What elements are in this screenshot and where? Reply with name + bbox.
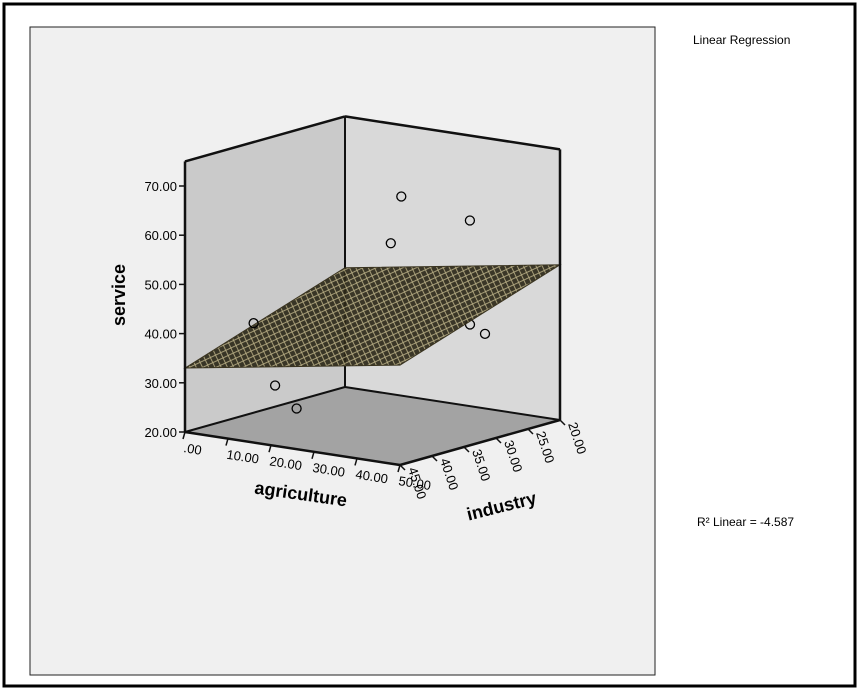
z-tick-label: 20.00 bbox=[144, 425, 177, 440]
data-point bbox=[396, 191, 407, 202]
z-tick-label: 40.00 bbox=[144, 327, 177, 342]
data-point bbox=[269, 380, 281, 391]
z-tick-label: 50.00 bbox=[144, 277, 177, 292]
box-edge bbox=[344, 386, 561, 421]
z-tick-label: 70.00 bbox=[144, 179, 177, 194]
box-edge bbox=[184, 386, 346, 433]
scene: 20.00 30.00 40.00 50.00 60.00 70.00 .00 10.00 20… bbox=[109, 115, 589, 524]
x-tick-label: 10.00 bbox=[226, 447, 260, 467]
x-tick bbox=[225, 438, 229, 446]
data-point bbox=[464, 215, 476, 226]
box-edge bbox=[399, 418, 561, 467]
fit-label: R² Linear = -4.587 bbox=[697, 515, 794, 529]
y-tick bbox=[559, 419, 566, 426]
box-edge bbox=[184, 430, 401, 467]
z-tick-label: 60.00 bbox=[144, 228, 177, 243]
x-tick bbox=[397, 464, 401, 473]
x-tick-label: 20.00 bbox=[269, 453, 303, 473]
y-tick bbox=[527, 428, 534, 435]
y-tick bbox=[463, 446, 470, 453]
legend-title: Linear Regression bbox=[693, 33, 790, 47]
x-tick-label: 40.00 bbox=[355, 467, 389, 487]
data-point bbox=[248, 318, 259, 329]
data-point bbox=[385, 238, 396, 249]
x-tick bbox=[311, 451, 315, 460]
z-axis-title: service bbox=[109, 264, 129, 326]
z-tick-label: 30.00 bbox=[144, 376, 177, 391]
data-point bbox=[479, 328, 491, 339]
x-tick bbox=[354, 458, 358, 466]
y-tick bbox=[399, 464, 406, 471]
x-tick bbox=[182, 431, 186, 440]
box-edge bbox=[344, 115, 561, 151]
data-point bbox=[291, 403, 302, 414]
x-tick-label: .00 bbox=[183, 440, 203, 458]
x-tick bbox=[268, 444, 272, 453]
x-tick-label: 30.00 bbox=[312, 460, 346, 480]
box-edge bbox=[184, 115, 346, 163]
y-tick bbox=[431, 455, 438, 462]
x-tick-label: 50.00 bbox=[398, 473, 432, 493]
left-wall bbox=[185, 116, 345, 433]
y-tick bbox=[495, 437, 502, 444]
